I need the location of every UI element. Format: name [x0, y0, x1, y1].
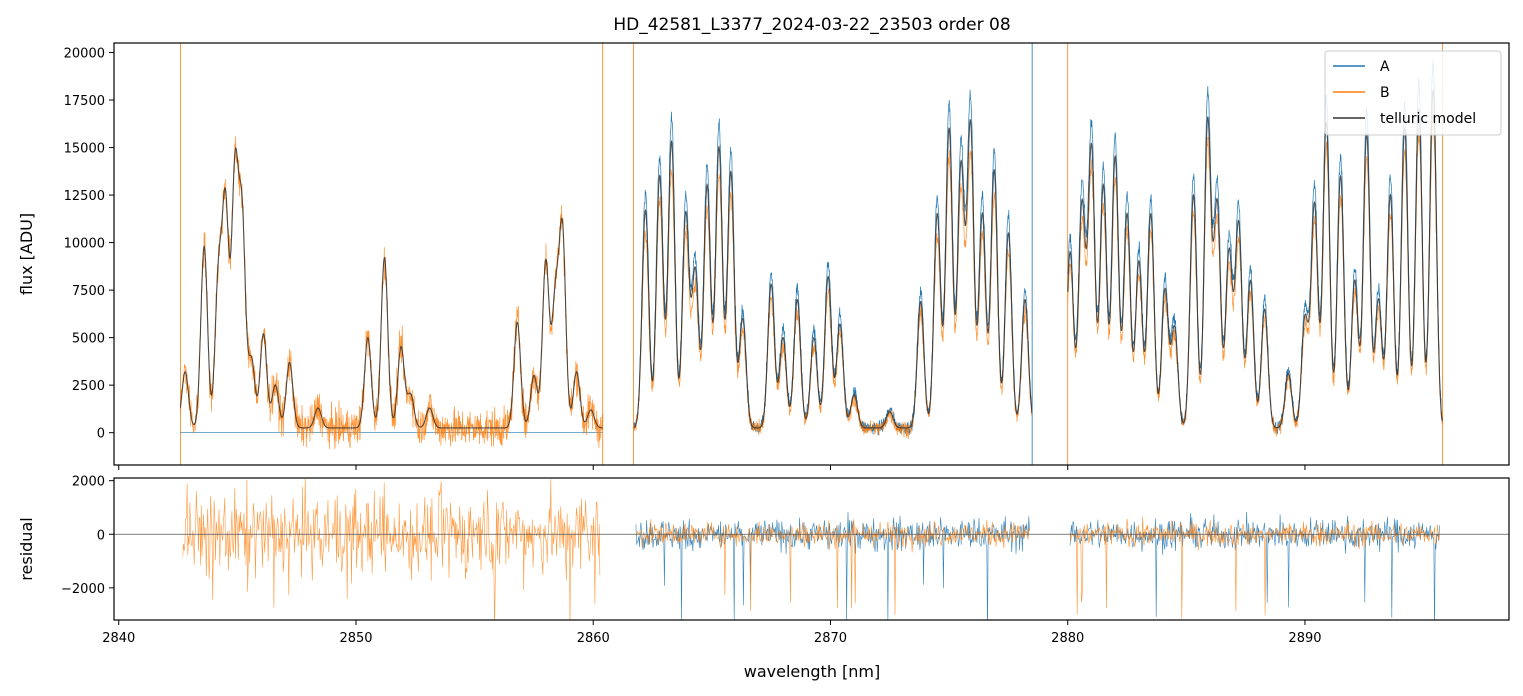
residual-x-axis-label: wavelength [nm]	[744, 662, 881, 681]
flux-y-ticks: 0 2500 5000 7500 10000 12500 15000 17500 20000	[64, 47, 114, 442]
legend-label-a: A	[1380, 59, 1390, 75]
residual-b-segment-1	[635, 519, 1030, 615]
series-model-segment-1	[633, 118, 1033, 429]
flux-x-ticks	[118, 465, 1306, 470]
residual-y-axis-label: residual	[17, 517, 36, 580]
residual-x-ticks: 2840 2850 2860 2870 2880 2890	[102, 620, 1322, 646]
residual-series-group	[114, 478, 1509, 620]
residual-x-tick-label-1: 2850	[339, 631, 372, 646]
flux-y-tick-label-3: 7500	[72, 284, 105, 299]
residual-y-tick-label-0: −2000	[61, 582, 105, 597]
residual-x-tick-label-2: 2860	[577, 631, 610, 646]
residual-axes-frame	[113, 477, 1510, 621]
residual-x-tick-label-3: 2870	[814, 631, 847, 646]
flux-y-tick-label-5: 12500	[64, 189, 105, 204]
flux-y-axis-label: flux [ADU]	[17, 213, 36, 295]
residual-x-tick-label-4: 2880	[1051, 631, 1084, 646]
flux-y-tick-label-1: 2500	[72, 379, 105, 394]
legend-label-model: telluric model	[1380, 111, 1476, 127]
chart-title: HD_42581_L3377_2024-03-22_23503 order 08	[613, 15, 1010, 35]
flux-y-tick-label-7: 17500	[64, 94, 105, 109]
residual-y-ticks: −2000 0 2000	[61, 475, 114, 597]
flux-panel: 0 2500 5000 7500 10000 12500 15000 17500 20000 f…	[17, 42, 1510, 470]
flux-y-tick-label-0: 0	[97, 427, 105, 442]
residual-b-segment-2	[1069, 516, 1440, 619]
residual-x-tick-label-5: 2890	[1288, 631, 1321, 646]
series-model-segment-0	[179, 147, 603, 429]
flux-y-tick-label-2: 5000	[72, 332, 105, 347]
series-model-segment-2	[1067, 88, 1443, 429]
residual-x-tick-label-0: 2840	[102, 631, 135, 646]
flux-y-tick-label-8: 20000	[64, 47, 105, 62]
flux-y-tick-label-4: 10000	[64, 237, 105, 252]
residual-y-tick-label-1: 0	[97, 528, 105, 543]
residual-b-segment-0	[182, 478, 601, 620]
flux-axes-frame	[113, 42, 1510, 466]
flux-y-tick-label-6: 15000	[64, 142, 105, 157]
legend-box	[1324, 50, 1502, 136]
residual-y-tick-label-2: 2000	[72, 475, 105, 490]
legend: A B telluric model	[1324, 50, 1502, 136]
legend-label-b: B	[1380, 85, 1390, 101]
residual-panel: −2000 0 2000 2840 2850 2860 2870 2880 2890 resi…	[17, 475, 1510, 681]
